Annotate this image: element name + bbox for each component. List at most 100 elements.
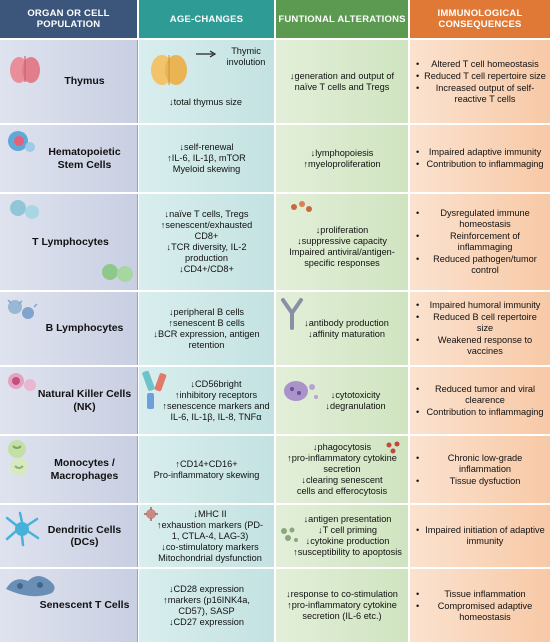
age-changes-cell: ↓naïve T cells, Tregs ↑senescent/exhaust… [139,194,274,290]
age-change-text: CD8+ [194,231,219,241]
functional-text: ↑pro-inflammatory cytokine [287,453,397,463]
age-change-text: Thymic [231,46,261,56]
functional-text: ↓T cell priming [317,525,378,535]
consequence-item: Tissue dysfuction [416,476,546,487]
functional-text: ↓cytotoxicity [330,389,381,400]
age-change-text: ↑markers (p16INK4a, [163,594,250,605]
age-change-text: CD57), SASP [178,605,235,616]
b-cell-icon [7,299,38,319]
functional-text: ↓phagocytosis [312,442,372,452]
functional-text: naïve T cells and Tregs [294,81,390,92]
cell-cluster-icon [291,201,312,212]
age-change-text: ↓CD56bright [190,378,242,389]
row-senescent-t-cells: Senescent T Cells ↓CD28 expression ↑mark… [0,569,550,642]
consequence-item: Reduced B cell repertoire size [416,312,546,334]
header-age-changes: AGE-CHANGES [139,0,274,38]
apoptotic-cell-icon [281,527,298,542]
functional-text: ↓affinity maturation [308,328,385,339]
consequence-item: Contribution to inflammaging [416,407,546,418]
age-changes-cell: Thymic involution ↓total thymus size [139,40,274,123]
age-changes-cell: ↓peripheral B cells ↑senescent B cells ↓… [139,292,274,365]
age-change-text: ↑senescent/exhausted [160,220,253,230]
functional-text: ↓antigen presentation [303,514,392,524]
consequence-item: Impaired humoral immunity [416,300,546,311]
age-change-text: production [185,253,228,263]
t-cell-icon [10,200,39,219]
organ-cell: B Lymphocytes [0,292,138,365]
consequence-cell: Reduced tumor and viral clearence Contri… [410,367,550,434]
consequence-item: Weakened response to vaccines [416,335,546,357]
t-cell-icon [102,264,133,282]
age-change-text: ↓CD27 expression [168,616,245,627]
organ-cell: Hematopoietic Stem Cells [0,125,138,192]
functional-cell: ↓phagocytosis ↑pro-inflammatory cytokine… [276,436,408,503]
functional-text: ↓proliferation [315,225,369,235]
consequence-item: Contribution to inflammaging [416,159,546,170]
row-hematopoietic-stem-cells: Hematopoietic Stem Cells ↓self-renewal ↑… [0,125,550,192]
functional-text: ↓antibody production [304,317,389,328]
age-change-text: IL-6, IL-1β, IL-8, TNFα [170,411,262,422]
age-change-text: Myeloid skewing [172,164,241,174]
row-natural-killer-cells: Natural Killer Cells (NK) ↓CD56bright ↑i… [0,367,550,434]
cytokine-icon [386,441,400,454]
consequence-cell: Impaired humoral immunity Reduced B cell… [410,292,550,365]
consequence-item: Tissue inflammation [416,589,546,600]
organ-label: T Lymphocytes [32,235,109,248]
consequence-item: Impaired adaptive immunity [416,147,546,158]
header-immunological-consequences: IMMUNOLOGICAL CONSEQUENCES [410,0,550,38]
age-change-text: Pro-inflammatory skewing [153,469,260,480]
antibody-icon [281,298,303,330]
functional-text: ↑pro-inflammatory cytokine [287,600,397,610]
consequence-item: Chronic low-grade inflammation [416,453,546,475]
age-change-text: ↑CD14+CD16+ [175,458,238,469]
consequence-cell: Tissue inflammation Compromised adaptive… [410,569,550,642]
stem-cell-icon [8,131,35,152]
age-changes-cell: ↑CD14+CD16+ Pro-inflammatory skewing [139,436,274,503]
age-change-text: ↑senescence markers and [162,400,270,411]
age-change-text: Mitochondrial dysfunction [158,552,262,563]
organ-cell: Senescent T Cells [0,569,138,642]
functional-text: specific responses [304,258,380,268]
consequence-cell: Impaired initiation of adaptive immunity [410,505,550,567]
functional-text: ↓generation and output of [289,70,395,81]
organ-cell: Natural Killer Cells (NK) [0,367,138,434]
age-changes-cell: ↓CD56bright ↑inhibitory receptors ↑senes… [139,367,274,434]
consequence-item: Reinforcement of inflammaging [416,231,546,253]
organ-label: Natural Killer Cells (NK) [37,388,132,413]
age-change-text: ↑senescent B cells [168,317,245,328]
age-change-text: 1, CTLA-4, LAG-3) [171,530,249,541]
functional-text: ↓lymphopoiesis [310,147,374,158]
age-change-text: ↓peripheral B cells [168,306,245,317]
functional-cell: ↓cytotoxicity ↓degranulation [276,367,408,434]
consequence-item: Impaired initiation of adaptive immunity [416,525,546,547]
consequence-item: Reduced pathogen/tumor control [416,254,546,276]
consequence-cell: Impaired adaptive immunity Contribution … [410,125,550,192]
age-changes-cell: ↓MHC II ↑exhaustion markers (PD- 1, CTLA… [139,505,274,567]
mhc-icon [144,507,158,521]
age-changes-cell: ↓self-renewal ↑IL-6, IL-1β, mTOR Myeloid… [139,125,274,192]
functional-cell: ↓antibody production ↓affinity maturatio… [276,292,408,365]
row-dendritic-cells: Dendritic Cells (DCs) ↓MHC II ↑exhaustio… [0,505,550,567]
consequence-cell: Chronic low-grade inflammation Tissue dy… [410,436,550,503]
header-organ: ORGAN OR CELL POPULATION [0,0,137,38]
functional-text: secretion (IL-6 etc.) [302,611,382,621]
receptor-icon [142,370,167,409]
organ-label: B Lymphocytes [45,322,124,335]
age-change-text: ↓BCR expression, antigen [153,328,260,339]
thymus-involution-icon [151,55,187,85]
functional-text: ↓clearing senescent [301,475,383,485]
consequence-item: Reduced tumor and viral clearence [416,384,546,406]
thymus-icon [10,56,40,83]
functional-text: ↑myeloproliferation [303,158,381,169]
row-thymus: Thymus Thymic involution ↓total thymus s… [0,40,550,123]
age-change-text: ↑inhibitory receptors [174,389,258,400]
consequence-item: Dysregulated immune homeostasis [416,208,546,230]
consequence-item: Increased output of self-reactive T cell… [416,83,546,105]
functional-cell: ↓response to co-stimulation ↑pro-inflamm… [276,569,408,642]
functional-text: ↓degranulation [325,400,386,411]
consequence-item: Altered T cell homeostasis [416,59,546,70]
organ-label: Senescent T Cells [39,599,130,612]
functional-text: ↑susceptibility to apoptosis [293,547,402,557]
organ-cell: Dendritic Cells (DCs) [0,505,138,567]
